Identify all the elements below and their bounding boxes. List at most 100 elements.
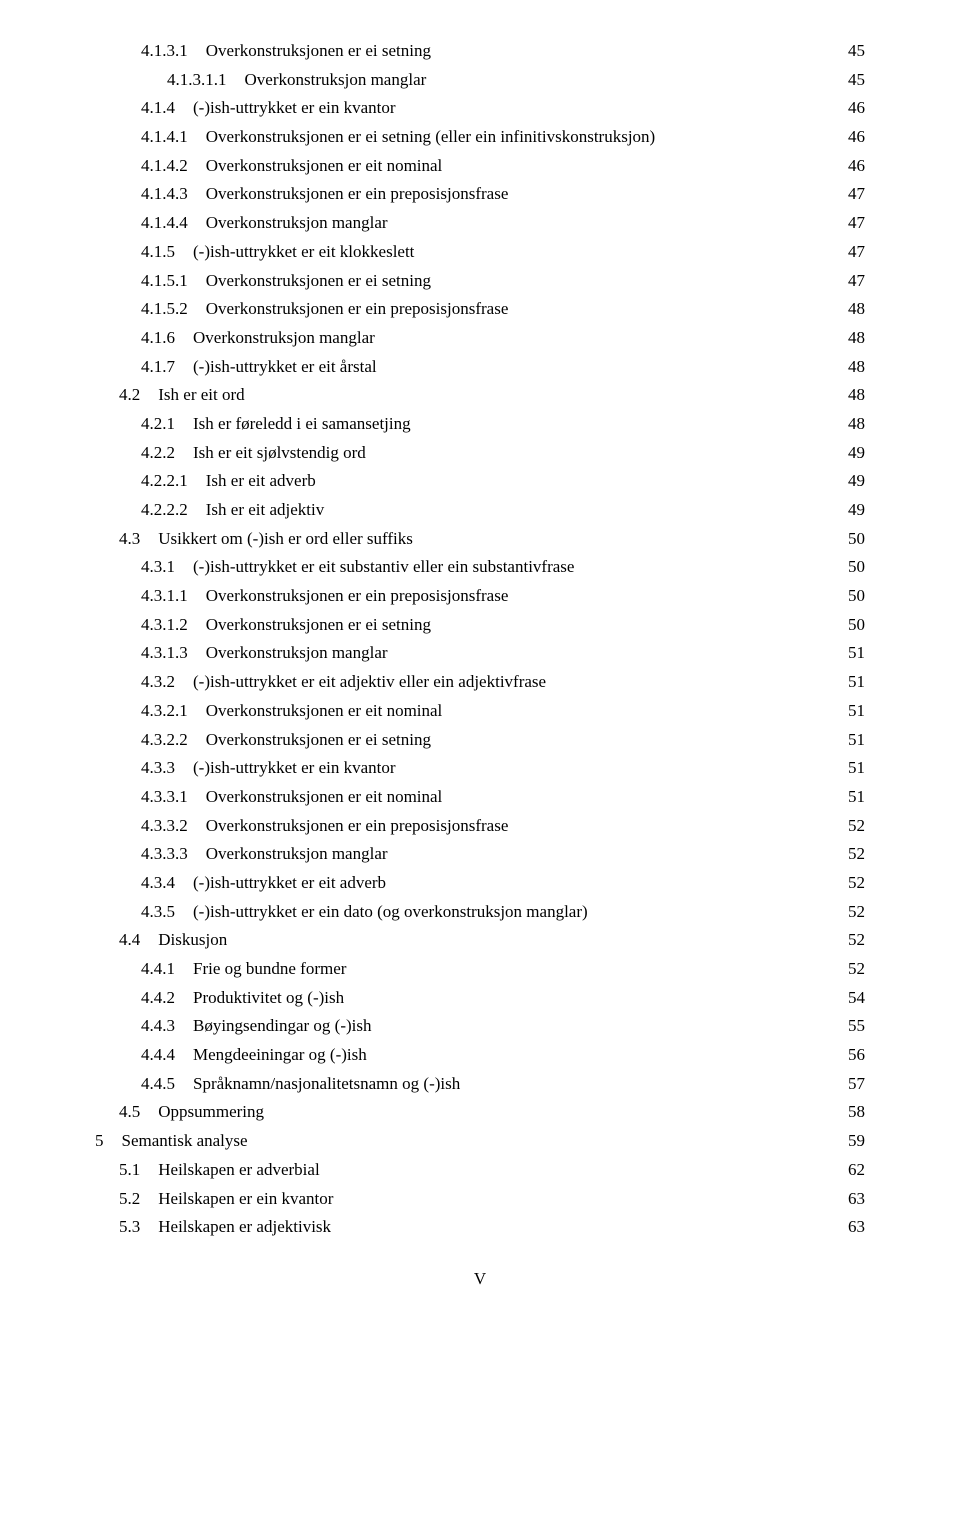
toc-entry-number: 4.1.4.2 (141, 157, 206, 174)
toc-entry-number: 4.1.3.1.1 (167, 71, 245, 88)
toc-entry-number: 4.3.5 (141, 903, 193, 920)
toc-entry-page: 47 (848, 214, 865, 231)
toc-entry-number: 4.4.1 (141, 960, 193, 977)
toc-entry-page: 46 (848, 157, 865, 174)
toc-entry-page: 45 (848, 71, 865, 88)
toc-entry-title: Overkonstruksjonen er eit nominal (206, 788, 443, 805)
toc-entry: 4.1.5.2Overkonstruksjonen er ein preposi… (95, 300, 865, 317)
toc-entry-number: 5.2 (119, 1190, 158, 1207)
toc-entry-number: 4.1.4 (141, 99, 193, 116)
toc-entry-number: 4.3.3.3 (141, 845, 206, 862)
toc-entry-page: 51 (848, 644, 865, 661)
toc-entry-title: Produktivitet og (-)ish (193, 989, 344, 1006)
toc-entry-number: 4.3.1.1 (141, 587, 206, 604)
toc-entry: 4.4.1Frie og bundne former52 (95, 960, 865, 977)
toc-entry-title: Mengdeeiningar og (-)ish (193, 1046, 367, 1063)
toc-entry: 4.4Diskusjon52 (95, 931, 865, 948)
toc-entry-page: 50 (848, 530, 865, 547)
toc-entry-page: 51 (848, 702, 865, 719)
toc-entry: 4.2Ish er eit ord 48 (95, 386, 865, 403)
toc-entry-title: Ish er eit adjektiv (206, 501, 325, 518)
toc-entry-number: 4.2 (119, 386, 158, 403)
toc-entry-page: 54 (848, 989, 865, 1006)
toc-entry-number: 4.4.3 (141, 1017, 193, 1034)
toc-entry-number: 5 (95, 1132, 122, 1149)
toc-entry: 4.3Usikkert om (-)ish er ord eller suffi… (95, 530, 865, 547)
toc-entry-number: 4.3.1.2 (141, 616, 206, 633)
toc-entry-page: 52 (848, 817, 865, 834)
toc-entry: 4.3.3.3Overkonstruksjon manglar 52 (95, 845, 865, 862)
toc-entry-title: Diskusjon (158, 931, 227, 948)
toc-entry-title: (-)ish-uttrykket er eit substantiv eller… (193, 558, 574, 575)
toc-entry-title: Overkonstruksjon manglar (206, 845, 388, 862)
toc-entry-title: Overkonstruksjonen er ein preposisjonsfr… (206, 185, 509, 202)
toc-entry-title: (-)ish-uttrykket er eit klokkeslett (193, 243, 414, 260)
toc-entry-page: 56 (848, 1046, 865, 1063)
toc-entry-page: 51 (848, 673, 865, 690)
toc-entry-page: 55 (848, 1017, 865, 1034)
toc-entry-number: 4.4.5 (141, 1075, 193, 1092)
toc-entry-page: 62 (848, 1161, 865, 1178)
toc-entry: 4.1.3.1.1Overkonstruksjon manglar 45 (95, 71, 865, 88)
toc-entry: 4.1.5.1Overkonstruksjonen er ei setning4… (95, 272, 865, 289)
toc-entry-number: 4.1.3.1 (141, 42, 206, 59)
toc-entry-page: 63 (848, 1190, 865, 1207)
toc-entry-title: Ish er eit sjølvstendig ord (193, 444, 366, 461)
toc-entry-title: Oppsummering (158, 1103, 264, 1120)
toc-entry: 5.2Heilskapen er ein kvantor63 (95, 1190, 865, 1207)
toc-entry-page: 59 (848, 1132, 865, 1149)
toc-entry-number: 4.3.3.1 (141, 788, 206, 805)
toc-entry: 4.3.1.2Overkonstruksjonen er ei setning5… (95, 616, 865, 633)
toc-entry-page: 48 (848, 386, 865, 403)
toc-entry-title: Frie og bundne former (193, 960, 346, 977)
toc-entry-page: 52 (848, 845, 865, 862)
toc-entry-title: (-)ish-uttrykket er ein kvantor (193, 99, 396, 116)
toc-entry: 4.1.5(-)ish-uttrykket er eit klokkeslett… (95, 243, 865, 260)
toc-entry-number: 4.1.6 (141, 329, 193, 346)
toc-entry-number: 4.1.5.2 (141, 300, 206, 317)
toc-entry-number: 4.1.4.4 (141, 214, 206, 231)
toc-entry-title: (-)ish-uttrykket er eit årstal (193, 358, 377, 375)
toc-entry: 4.3.2.2Overkonstruksjonen er ei setning5… (95, 731, 865, 748)
toc-entry-page: 48 (848, 300, 865, 317)
toc-entry-number: 4.3.2.1 (141, 702, 206, 719)
toc-entry-title: (-)ish-uttrykket er ein dato (og overkon… (193, 903, 588, 920)
toc-entry-number: 4.2.1 (141, 415, 193, 432)
toc-entry: 4.1.3.1Overkonstruksjonen er ei setning4… (95, 42, 865, 59)
toc-entry-page: 52 (848, 874, 865, 891)
toc-entry: 5.3Heilskapen er adjektivisk63 (95, 1218, 865, 1235)
toc-entry-title: (-)ish-uttrykket er ein kvantor (193, 759, 396, 776)
toc-entry: 4.3.1(-)ish-uttrykket er eit substantiv … (95, 558, 865, 575)
toc-entry-page: 52 (848, 903, 865, 920)
toc-entry-number: 4.1.5 (141, 243, 193, 260)
toc-entry: 4.4.3Bøyingsendingar og (-)ish 55 (95, 1017, 865, 1034)
toc-entry-page: 50 (848, 558, 865, 575)
toc-entry-title: Overkonstruksjonen er ein preposisjonsfr… (206, 300, 509, 317)
toc-entry: 4.4.2Produktivitet og (-)ish54 (95, 989, 865, 1006)
toc-entry-page: 51 (848, 759, 865, 776)
toc-entry-number: 4.2.2.2 (141, 501, 206, 518)
toc-entry-number: 4.3.1 (141, 558, 193, 575)
toc-entry: 4.3.5(-)ish-uttrykket er ein dato (og ov… (95, 903, 865, 920)
toc-entry-page: 49 (848, 444, 865, 461)
toc-entry-page: 58 (848, 1103, 865, 1120)
toc-entry-page: 50 (848, 587, 865, 604)
toc-entry-title: Heilskapen er adjektivisk (158, 1218, 331, 1235)
toc-entry-title: Overkonstruksjonen er ei setning (eller … (206, 128, 655, 145)
toc-entry: 4.3.1.3Overkonstruksjon manglar51 (95, 644, 865, 661)
toc-entry-page: 48 (848, 415, 865, 432)
toc-entry: 4.3.4(-)ish-uttrykket er eit adverb52 (95, 874, 865, 891)
toc-entry-number: 4.3.1.3 (141, 644, 206, 661)
toc-entry-title: Ish er eit ord (158, 386, 244, 403)
toc-entry-page: 49 (848, 501, 865, 518)
toc-entry-title: Ish er føreledd i ei samansetjing (193, 415, 411, 432)
toc-entry-title: Overkonstruksjonen er eit nominal (206, 157, 443, 174)
toc-entry-title: Bøyingsendingar og (-)ish (193, 1017, 371, 1034)
toc-entry-page: 46 (848, 128, 865, 145)
toc-entry-number: 4.1.4.3 (141, 185, 206, 202)
toc-entry-number: 4.1.4.1 (141, 128, 206, 145)
toc-entry-number: 5.1 (119, 1161, 158, 1178)
toc-entry-title: Overkonstruksjonen er ei setning (206, 42, 431, 59)
toc-entry-title: Overkonstruksjon manglar (245, 71, 427, 88)
toc-entry: 4.1.4.1Overkonstruksjonen er ei setning … (95, 128, 865, 145)
